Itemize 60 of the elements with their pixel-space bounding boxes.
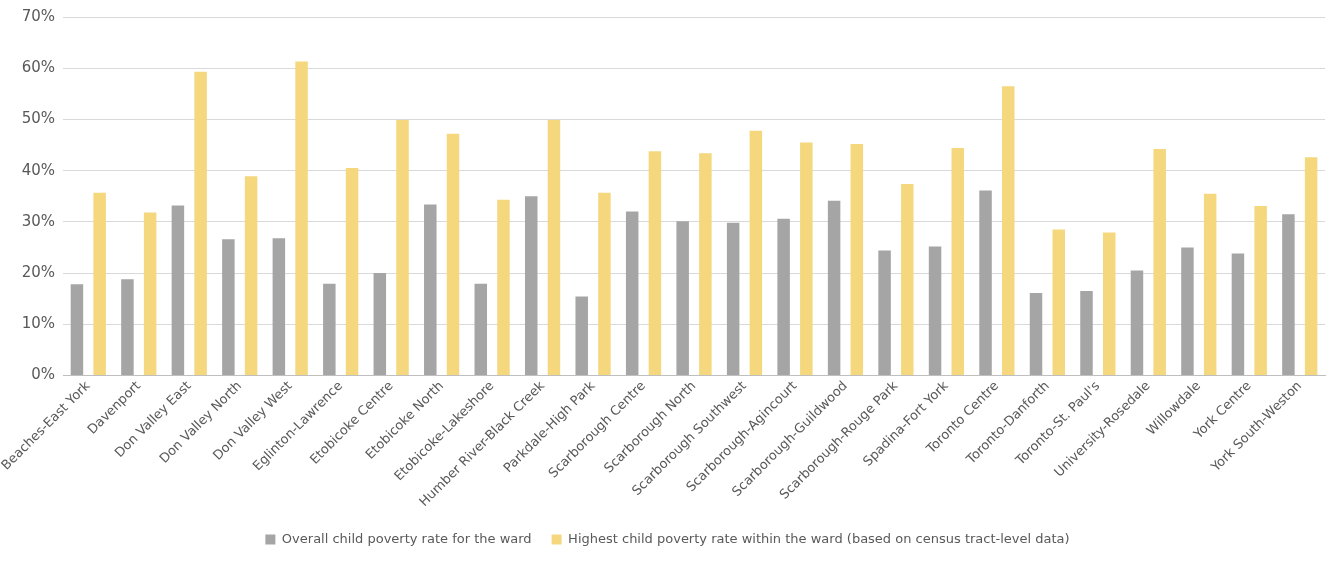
bar xyxy=(777,218,790,375)
bar xyxy=(244,176,258,375)
bar xyxy=(1080,290,1093,375)
bar xyxy=(222,239,235,375)
bar xyxy=(373,273,387,375)
bar xyxy=(194,71,207,375)
y-tick-label: 0% xyxy=(31,365,56,384)
bar xyxy=(800,142,813,375)
bar xyxy=(171,205,185,375)
bar xyxy=(345,168,359,375)
bar xyxy=(850,143,864,375)
bar xyxy=(272,238,286,375)
bar xyxy=(598,192,611,375)
bar xyxy=(70,284,84,375)
bar xyxy=(524,196,538,375)
bar xyxy=(676,221,689,375)
bar xyxy=(928,246,942,375)
y-tick-label: 70% xyxy=(21,6,56,25)
bar xyxy=(1231,253,1245,375)
bar xyxy=(749,130,763,375)
bar xyxy=(575,296,588,375)
y-tick-label: 40% xyxy=(21,160,56,179)
bar xyxy=(295,61,308,375)
bar xyxy=(1130,270,1144,375)
bar xyxy=(648,151,662,375)
bar xyxy=(1181,247,1194,375)
legend-label: Overall child poverty rate for the ward xyxy=(281,530,532,546)
y-tick-label: 20% xyxy=(21,262,56,281)
bar xyxy=(497,199,510,375)
bar xyxy=(1203,193,1217,375)
bar xyxy=(93,192,106,375)
bar xyxy=(901,183,914,375)
bar xyxy=(1102,232,1116,375)
y-tick-label: 50% xyxy=(21,109,56,128)
bar xyxy=(1282,214,1295,375)
bar xyxy=(878,250,891,375)
bar xyxy=(474,283,488,375)
bar xyxy=(979,190,992,375)
bar xyxy=(121,279,134,375)
y-tick-label: 60% xyxy=(21,58,56,77)
bar xyxy=(699,153,712,375)
bar xyxy=(1002,86,1015,375)
bar xyxy=(827,200,841,375)
bar xyxy=(323,283,336,375)
bar xyxy=(396,119,409,375)
bar xyxy=(1304,157,1318,375)
bar xyxy=(446,133,460,375)
bar xyxy=(625,211,639,375)
bar xyxy=(951,148,965,375)
bar xyxy=(143,212,157,375)
bar xyxy=(726,222,740,375)
bar xyxy=(1153,149,1166,375)
legend-label: Highest child poverty rate within the ward (based on census tract-level data) xyxy=(568,530,1070,546)
y-tick-label: 10% xyxy=(21,314,56,333)
y-tick-label: 30% xyxy=(21,211,56,230)
bar xyxy=(1052,229,1065,375)
bar xyxy=(547,119,561,375)
bar xyxy=(424,204,437,375)
bar xyxy=(1254,205,1267,375)
bar xyxy=(1029,293,1043,375)
